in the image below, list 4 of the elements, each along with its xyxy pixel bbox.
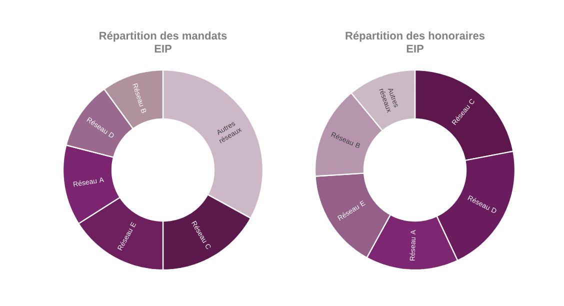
chart-subtitle: EIP xyxy=(154,44,172,52)
chart-subtitle: EIP xyxy=(406,44,424,52)
chart-title: Répartition des mandats xyxy=(100,31,227,42)
chart-title: Répartition des honoraires xyxy=(346,31,485,42)
